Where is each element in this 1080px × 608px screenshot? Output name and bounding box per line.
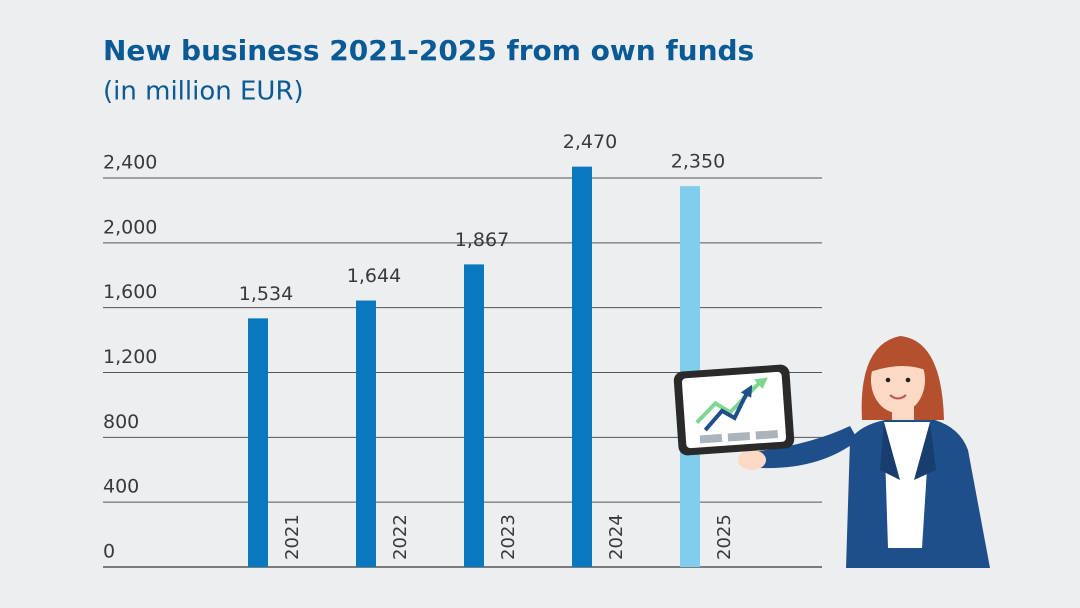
y-tick-label: 2,400	[103, 152, 157, 174]
x-tick-label: 2021	[282, 514, 303, 560]
x-tick-label: 2022	[390, 514, 411, 560]
bar	[572, 166, 592, 567]
x-tick-label: 2024	[606, 514, 627, 560]
bar	[464, 264, 484, 567]
y-tick-label: 1,600	[103, 281, 157, 303]
plot: 0 400 800 1,200 1,600 2,000 2,400 1,534 2021 1,64…	[103, 131, 822, 568]
value-label: 2,470	[563, 131, 617, 153]
bar	[248, 318, 268, 567]
x-tick-label: 2023	[498, 514, 519, 560]
illustration	[673, 336, 990, 568]
y-tick-label: 2,000	[103, 216, 157, 238]
value-label: 1,867	[455, 229, 509, 251]
y-tick-label: 400	[103, 476, 139, 498]
value-label: 2,350	[671, 151, 725, 173]
value-label: 1,534	[239, 283, 293, 305]
y-tick-label: 0	[103, 541, 115, 563]
value-label: 1,644	[347, 265, 401, 287]
y-tick-label: 800	[103, 411, 139, 433]
chart-title: New business 2021-2025 from own funds	[103, 34, 754, 67]
chart-subtitle: (in million EUR)	[103, 77, 304, 107]
x-tick-label: 2025	[714, 514, 735, 560]
bar	[356, 300, 376, 567]
y-tick-label: 1,200	[103, 346, 157, 368]
